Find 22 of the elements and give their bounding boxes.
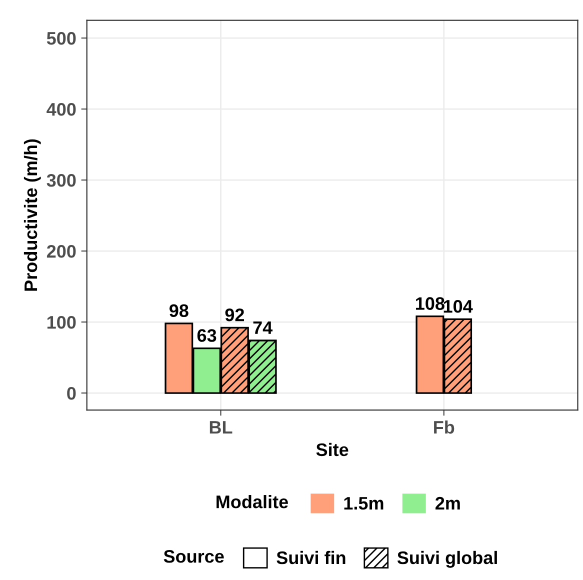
y-tick-label: 300 bbox=[46, 174, 76, 187]
data-label: 92 bbox=[225, 308, 244, 322]
data-label: 74 bbox=[253, 321, 273, 334]
data-label: 104 bbox=[444, 300, 473, 313]
data-label: 98 bbox=[169, 304, 188, 318]
y-axis-title: Productivite (m/h) bbox=[24, 139, 41, 291]
x-tick-label: BL bbox=[210, 421, 232, 434]
legend-title: Modalite bbox=[216, 495, 288, 508]
legend-label: 2m bbox=[436, 496, 460, 510]
text: Source bbox=[164, 550, 224, 563]
x-axis-title: Site bbox=[316, 442, 348, 456]
y-tick-label: 0 bbox=[67, 386, 76, 400]
data-label: 63 bbox=[197, 329, 216, 342]
x-tick-label: Fb bbox=[434, 420, 454, 434]
y-tick-label: 100 bbox=[47, 316, 76, 329]
y-tick-label: 500 bbox=[46, 32, 76, 45]
text: Suivi global bbox=[397, 550, 497, 568]
y-tick-label: 400 bbox=[46, 102, 76, 116]
y-tick-label: 200 bbox=[46, 244, 76, 258]
text: Suivi fin bbox=[276, 550, 346, 564]
legend-label: 1.5m bbox=[344, 497, 384, 510]
data-label: 108 bbox=[416, 297, 444, 310]
